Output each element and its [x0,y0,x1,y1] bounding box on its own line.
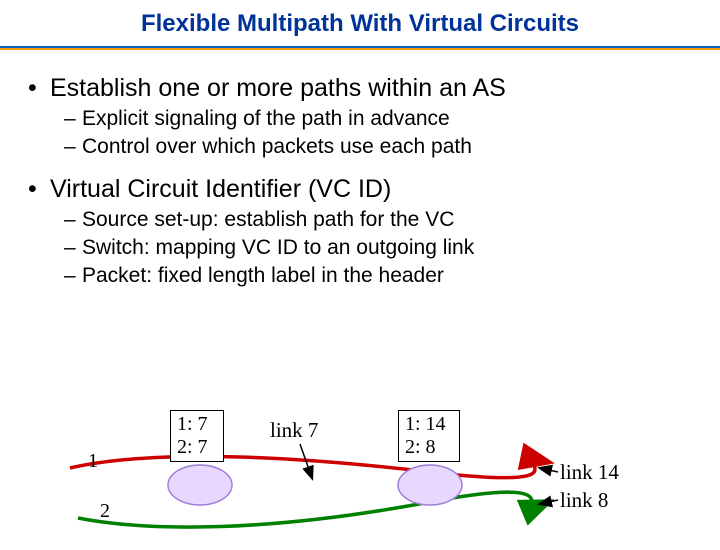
bullet-2-1-text: Source set-up: establish path for the VC [82,208,454,232]
bullet-2-2: – Switch: mapping VC ID to an outgoing l… [28,236,692,260]
dash-icon: – [64,208,82,232]
bullet-dot-icon: • [28,175,50,204]
bullet-1-2: – Control over which packets use each pa… [28,135,692,159]
switch2-table: 1: 14 2: 8 [398,410,460,462]
dash-icon: – [64,135,82,159]
switch2-row2: 2: 8 [405,436,453,459]
bullet-1-1-text: Explicit signaling of the path in advanc… [82,107,450,131]
label-link7: link 7 [270,418,318,443]
dash-icon: – [64,236,82,260]
bullet-2-text: Virtual Circuit Identifier (VC ID) [50,175,391,204]
dash-icon: – [64,107,82,131]
vc-diagram: 1: 7 2: 7 1: 14 2: 8 1 2 link 7 link 14 … [0,400,720,540]
bullet-2-3: – Packet: fixed length label in the head… [28,264,692,288]
bullet-2: • Virtual Circuit Identifier (VC ID) [28,175,692,204]
label-link8: link 8 [560,488,608,513]
label-path1: 1 [88,450,98,473]
bullet-1-2-text: Control over which packets use each path [82,135,472,159]
bullet-2-3-text: Packet: fixed length label in the header [82,264,444,288]
switch1-table: 1: 7 2: 7 [170,410,224,462]
label-path2: 2 [100,500,110,523]
bullet-2-2-text: Switch: mapping VC ID to an outgoing lin… [82,236,474,260]
bullet-1-text: Establish one or more paths within an AS [50,74,506,103]
slide-title: Flexible Multipath With Virtual Circuits [0,0,720,38]
content-area: • Establish one or more paths within an … [0,50,720,288]
dash-icon: – [64,264,82,288]
bullet-1-1: – Explicit signaling of the path in adva… [28,107,692,131]
switch1-row1: 1: 7 [177,413,217,436]
bullet-1: • Establish one or more paths within an … [28,74,692,103]
bullet-2-1: – Source set-up: establish path for the … [28,208,692,232]
switch1-row2: 2: 7 [177,436,217,459]
bullet-dot-icon: • [28,74,50,103]
label-link14: link 14 [560,460,619,485]
switch2-row1: 1: 14 [405,413,453,436]
